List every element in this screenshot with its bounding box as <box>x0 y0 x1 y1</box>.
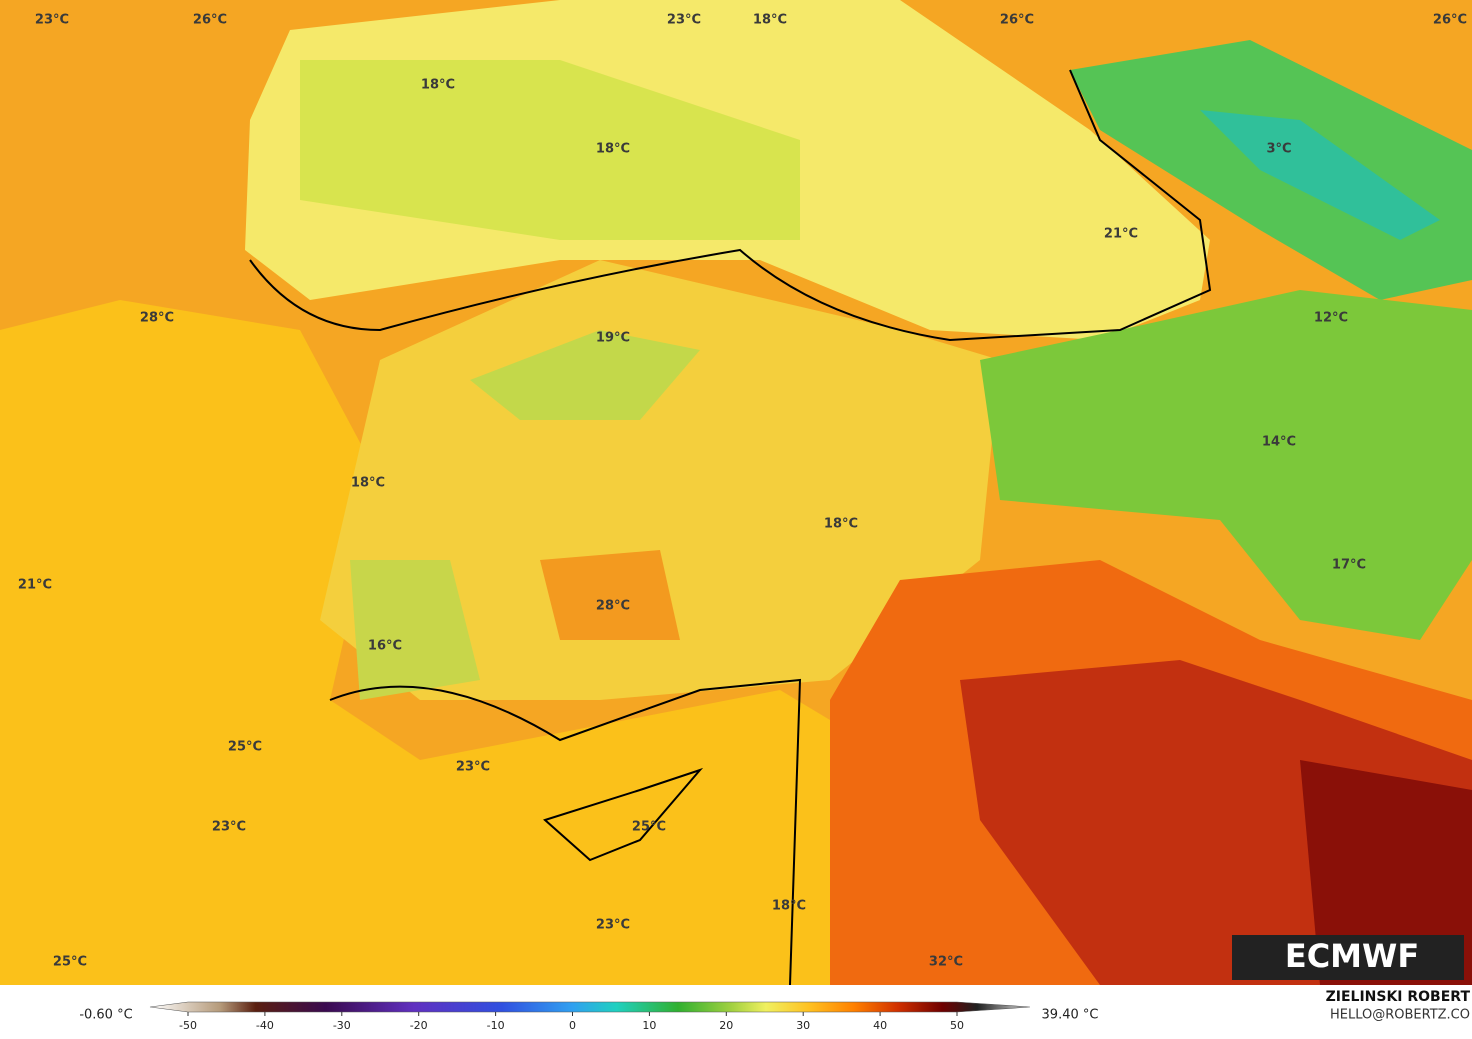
logo: ECMWF <box>1285 937 1419 975</box>
temperature-label: 23°C <box>35 13 69 28</box>
temperature-label: 14°C <box>1262 435 1296 450</box>
colorbar-tick-label: 30 <box>796 1019 810 1032</box>
logo-box <box>1232 935 1464 980</box>
temperature-label: 18°C <box>772 899 806 914</box>
temperature-label: 18°C <box>421 78 455 93</box>
colorbar-tick-label: 0 <box>569 1019 576 1032</box>
colorbar-tick-label: 50 <box>950 1019 964 1032</box>
map-background <box>0 0 1472 986</box>
temperature-label: 17°C <box>1332 558 1366 573</box>
temperature-label: 19°C <box>596 331 630 346</box>
map-labels: 23°C 26°C 23°C 18°C 26°C 26°C 18°C 18°C 3°C 21°C 2… <box>18 13 1467 970</box>
temperature-label: 18°C <box>824 517 858 532</box>
temperature-label: 23°C <box>596 918 630 933</box>
temperature-label: 12°C <box>1314 311 1348 326</box>
temperature-label: 21°C <box>18 578 52 593</box>
temperature-label: 3°C <box>1266 142 1291 157</box>
colorbar-max: 39.40 °C <box>1042 1008 1099 1023</box>
temperature-label: 28°C <box>596 599 630 614</box>
temperature-label: 21°C <box>1104 227 1138 242</box>
temperature-label: 16°C <box>368 639 402 654</box>
temperature-label: 25°C <box>228 740 262 755</box>
temperature-label: 32°C <box>929 955 963 970</box>
temperature-label: 23°C <box>667 13 701 28</box>
colorbar-tick-label: -30 <box>333 1019 351 1032</box>
temperature-label: 26°C <box>193 13 227 28</box>
credit-name: ZIELINSKI ROBERT <box>1326 989 1471 1005</box>
colorbar-tick-label: 40 <box>873 1019 887 1032</box>
colorbar-tick-label: 20 <box>719 1019 733 1032</box>
temperature-label: 28°C <box>140 311 174 326</box>
temperature-label: 18°C <box>753 13 787 28</box>
colorbar-tick-label: -20 <box>410 1019 428 1032</box>
temperature-label: 26°C <box>1433 13 1467 28</box>
temperature-label: 23°C <box>212 820 246 835</box>
temperature-label: 23°C <box>456 760 490 775</box>
temperature-label: 26°C <box>1000 13 1034 28</box>
colorbar-tick-label: -40 <box>256 1019 274 1032</box>
temperature-label: 25°C <box>632 820 666 835</box>
colorbar <box>149 1001 1031 1013</box>
colorbar-tick-label: -10 <box>487 1019 505 1032</box>
temperature-label: 18°C <box>351 476 385 491</box>
temperature-label: 25°C <box>53 955 87 970</box>
colorbar-tick-label: -50 <box>179 1019 197 1032</box>
temperature-label: 18°C <box>596 142 630 157</box>
credit-email: HELLO@ROBERTZ.CO <box>1330 1008 1470 1023</box>
colorbar-tick-label: 10 <box>642 1019 656 1032</box>
colorbar-min: -0.60 °C <box>79 1008 132 1023</box>
